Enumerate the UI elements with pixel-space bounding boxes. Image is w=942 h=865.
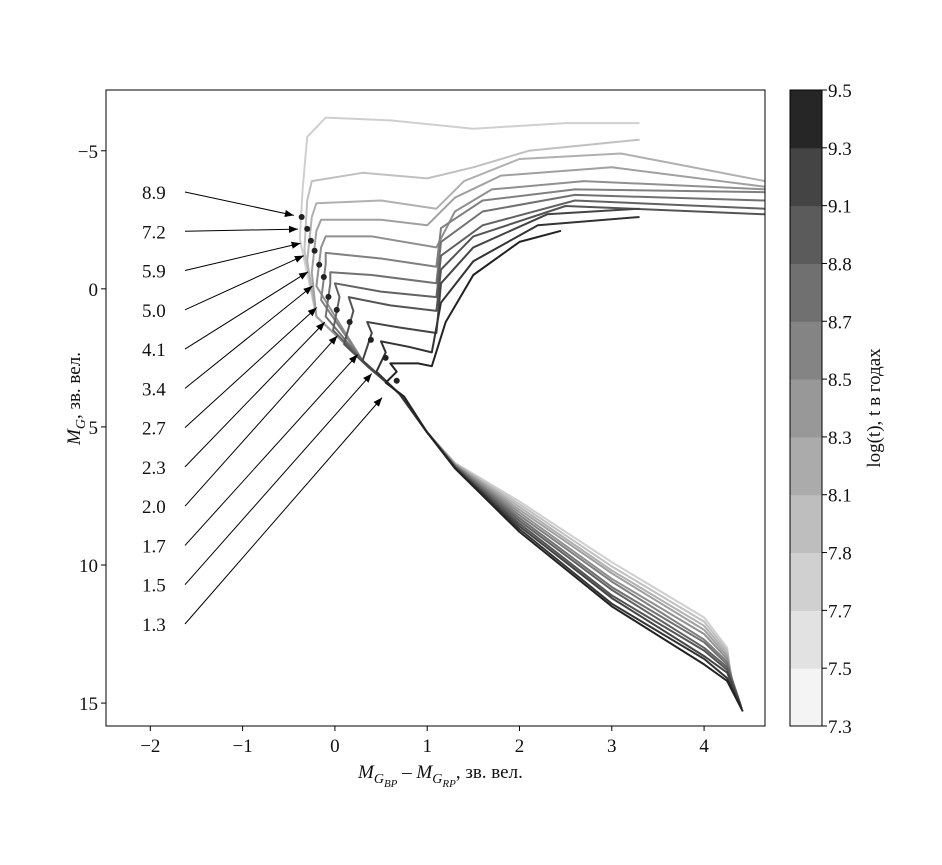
plot-area	[298, 116, 765, 712]
plot-frame	[105, 89, 766, 727]
isochrone	[310, 166, 765, 693]
isochrone	[320, 188, 765, 698]
turnoff-dot	[311, 247, 318, 254]
x-tick-label: 3	[607, 736, 617, 757]
colorbar-bin	[790, 90, 822, 149]
colorbar-tick-label: 9.3	[828, 139, 852, 160]
mass-label: 1.3	[142, 615, 166, 636]
y-axis-label: MG, зв. вел.	[64, 352, 89, 446]
mass-label: 5.9	[142, 262, 166, 283]
annotation-arrow	[184, 354, 359, 546]
colorbar-bin	[790, 379, 822, 438]
annotation-arrow	[184, 307, 318, 429]
label-part: , зв. вел.	[456, 762, 523, 783]
colorbar-tick-label: 8.3	[828, 428, 852, 449]
y-tick-label: 10	[79, 556, 98, 577]
label-part: M	[415, 762, 433, 783]
annotation-arrow	[184, 271, 309, 350]
colorbar-tick-label: 9.5	[828, 81, 852, 102]
turnoff-dot	[307, 237, 314, 244]
turnoff-dot	[298, 214, 305, 221]
turnoff-dot	[320, 273, 327, 280]
x-tick-label: −1	[232, 736, 252, 757]
isochrone	[384, 229, 744, 712]
colorbar-bin	[790, 436, 822, 496]
label-part: G	[374, 772, 384, 787]
colorbar-bin	[790, 610, 822, 669]
mass-label: 2.7	[142, 419, 166, 440]
colorbar-tick-label: 8.8	[828, 254, 852, 275]
colorbar-tick-label: 7.3	[828, 717, 852, 738]
colorbar-tick-label: 8.5	[828, 370, 852, 391]
mass-label: 2.3	[142, 458, 166, 479]
mass-label: 5.0	[142, 301, 166, 322]
y-tick-label: 5	[89, 418, 99, 439]
annotation-arrow	[184, 285, 313, 389]
mass-label: 1.5	[142, 576, 166, 597]
isochrone	[361, 207, 742, 707]
x-tick-label: 1	[422, 736, 432, 757]
turnoff-dot	[316, 261, 323, 268]
mass-label: 1.7	[142, 536, 166, 557]
mass-label: 4.1	[142, 340, 166, 361]
x-tick-label: −2	[140, 736, 160, 757]
colorbar-bin	[790, 494, 822, 554]
colorbar-bin	[790, 668, 822, 727]
label-part: RP	[441, 778, 456, 790]
colorbar-frame	[789, 89, 823, 727]
x-tick-label: 4	[699, 736, 709, 757]
colorbar-tick-label: 7.8	[828, 544, 852, 565]
isochrone	[315, 180, 765, 696]
label-part: BP	[384, 778, 398, 790]
colorbar-tick-label: 9.1	[828, 197, 852, 218]
y-tick-label: 15	[79, 694, 98, 715]
label-part: , зв. вел.	[64, 352, 85, 419]
colorbar-bin	[790, 552, 822, 611]
mass-label: 3.4	[142, 379, 166, 400]
colorbar-label: log(t), t в годах	[864, 348, 885, 468]
label-part: G	[432, 772, 442, 787]
x-axis-label: MGBP – MGRP, зв. вел.	[357, 762, 523, 790]
y-tick-label: 0	[89, 280, 99, 301]
annotation-arrow	[184, 321, 326, 468]
annotation-arrow	[184, 241, 301, 272]
colorbar-bin	[790, 147, 822, 207]
x-tick-label: 2	[515, 736, 525, 757]
x-tick-label: 0	[330, 736, 340, 757]
isochrone	[375, 216, 743, 710]
y-tick-label: −5	[78, 142, 98, 163]
turnoff-dot	[325, 293, 332, 300]
mass-label: 7.2	[142, 222, 166, 243]
isochrone	[332, 199, 765, 701]
turnoff-dot	[333, 306, 340, 313]
colorbar-tick-label: 7.5	[828, 659, 852, 680]
annotation-arrow	[184, 225, 298, 233]
annotation-arrow	[184, 373, 373, 586]
colorbar-bin	[790, 263, 822, 322]
turnoff-dot	[304, 225, 311, 232]
colorbar-bin	[790, 321, 822, 380]
turnoff-dot	[382, 354, 389, 361]
colorbar-bin	[790, 205, 822, 264]
label-part: G	[74, 419, 89, 429]
mass-label: 8.9	[142, 183, 166, 204]
colorbar-tick-label: 8.1	[828, 486, 852, 507]
turnoff-dot	[346, 318, 353, 325]
annotation-arrow	[184, 191, 294, 217]
label-part: M	[64, 428, 85, 446]
colorbar-tick-label: 8.7	[828, 312, 852, 333]
annotation-arrow	[184, 335, 338, 507]
turnoff-dot	[393, 377, 400, 384]
turnoff-dot	[367, 336, 374, 343]
label-part: M	[357, 762, 375, 783]
colorbar-tick-label: 7.7	[828, 601, 852, 622]
mass-label: 2.0	[142, 497, 166, 518]
isochrone	[324, 193, 765, 698]
label-part: –	[397, 762, 416, 783]
annotation-arrow	[184, 255, 304, 311]
annotation-arrow	[184, 397, 383, 625]
